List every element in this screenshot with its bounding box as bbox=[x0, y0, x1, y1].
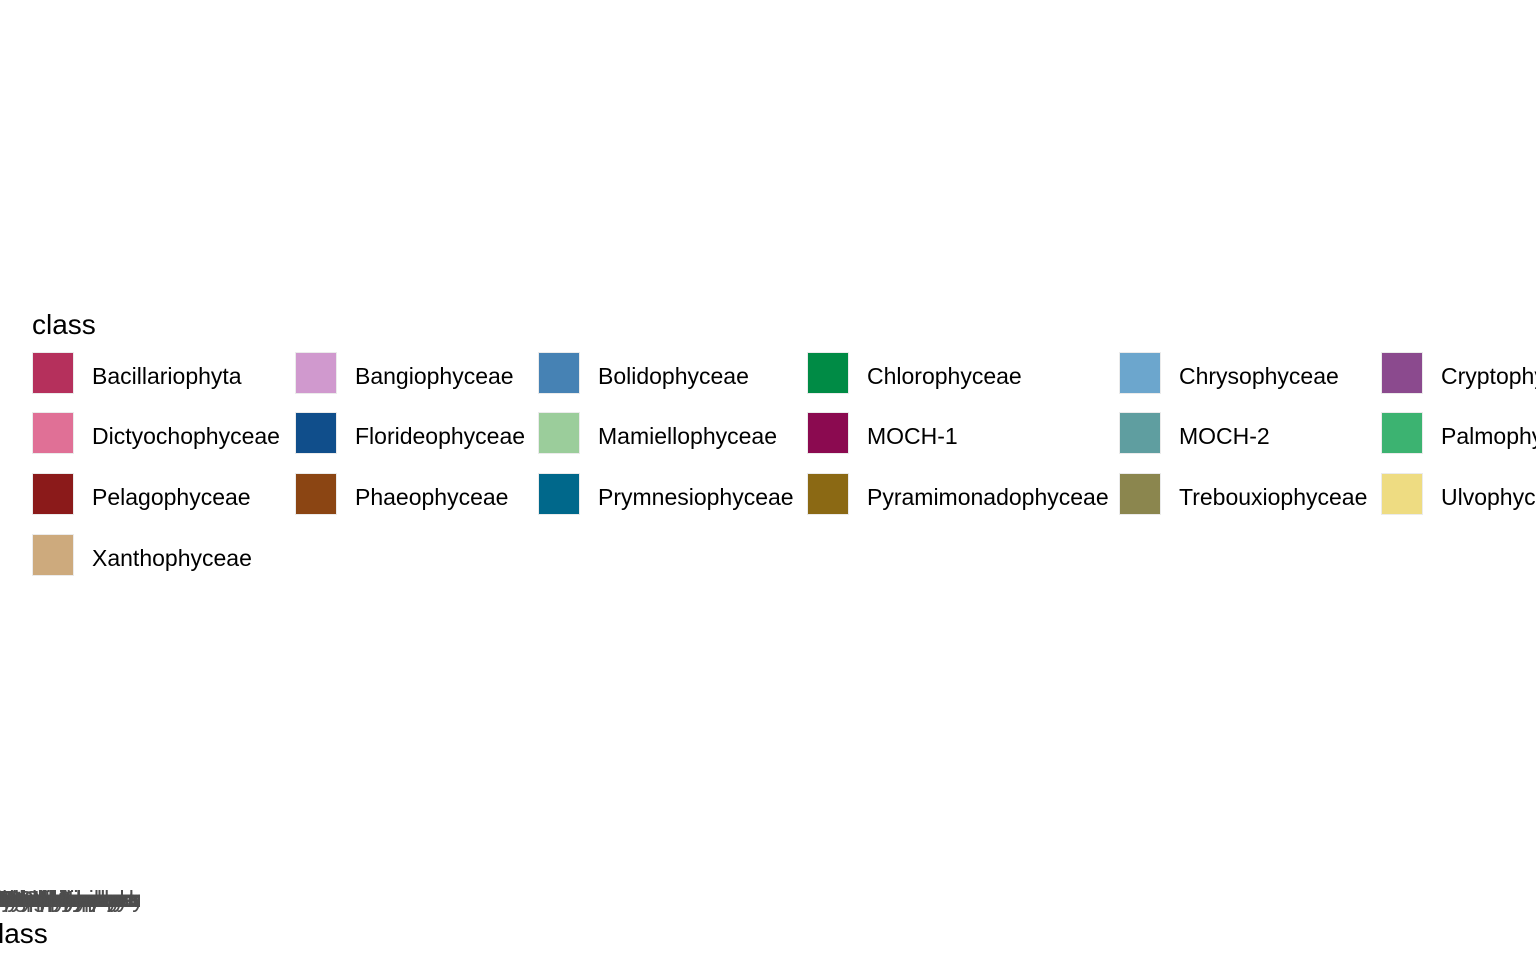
legend-key-swatch bbox=[538, 352, 580, 394]
x-tick-label: Palmophyceae bbox=[0, 886, 127, 912]
legend-key-swatch bbox=[538, 412, 580, 454]
legend-label: Prymnesiophyceae bbox=[598, 484, 794, 510]
legend-label: Florideophyceae bbox=[355, 423, 526, 449]
x-tick-label: Dictyochophyceae bbox=[0, 886, 140, 912]
x-tick-label: MOCH-1 bbox=[0, 886, 77, 912]
x-tick-label: Mamiellophyceae bbox=[0, 886, 140, 912]
legend-key-swatch bbox=[807, 473, 849, 515]
x-tick-label: Bangiophyceae bbox=[0, 886, 140, 912]
legend-key-swatch bbox=[295, 352, 337, 394]
legend-label: Ulvophyceae bbox=[1441, 484, 1536, 510]
legend-label: Pelagophyceae bbox=[92, 484, 251, 510]
legend-key-swatch bbox=[32, 352, 74, 394]
legend-label: Palmophyceae bbox=[1441, 423, 1536, 449]
x-tick-label: Phaeophyceae bbox=[0, 886, 116, 912]
x-tick-label: Pyramimonadophyceae bbox=[0, 886, 140, 912]
legend-key-swatch bbox=[807, 352, 849, 394]
x-tick-label: Chlorophyceae bbox=[0, 886, 135, 912]
legend-key-swatch bbox=[32, 534, 74, 576]
legend-key-swatch bbox=[32, 473, 74, 515]
x-tick-label: MOCH-2 bbox=[0, 886, 71, 912]
legend-key-swatch bbox=[1119, 473, 1161, 515]
legend-key-swatch bbox=[32, 412, 74, 454]
x-tick-label: Florideophyceae bbox=[0, 886, 140, 912]
legend-label: Xanthophyceae bbox=[92, 545, 252, 571]
legend-label: Trebouxiophyceae bbox=[1179, 484, 1368, 510]
legend-label: Bacillariophyta bbox=[92, 363, 242, 389]
x-axis: BacillariophytaBangiophyceaeBolidophycea… bbox=[0, 880, 140, 960]
x-tick-label: Trebouxiophyceae bbox=[0, 886, 140, 912]
legend-label: Bangiophyceae bbox=[355, 363, 514, 389]
x-tick-label: Bacillariophyta bbox=[0, 886, 140, 912]
x-tick-label: Chrysophyceae bbox=[0, 886, 134, 912]
legend-key-swatch bbox=[1381, 412, 1423, 454]
legend-label: Phaeophyceae bbox=[355, 484, 509, 510]
legend-key-swatch bbox=[1119, 352, 1161, 394]
legend-key-swatch bbox=[1381, 352, 1423, 394]
x-tick-label: Prymnesiophyceae bbox=[0, 886, 140, 912]
x-tick-label: Pelagophyceae bbox=[0, 886, 127, 912]
legend-label: Mamiellophyceae bbox=[598, 423, 777, 449]
legend-key-swatch bbox=[1119, 412, 1161, 454]
legend-label: Cryptophyceae bbox=[1441, 363, 1536, 389]
legend-key-swatch bbox=[538, 473, 580, 515]
legend-label: Chrysophyceae bbox=[1179, 363, 1339, 389]
x-tick-label: Xanthophyceae bbox=[0, 886, 134, 912]
legend-key-swatch bbox=[1381, 473, 1423, 515]
legend-label: MOCH-2 bbox=[1179, 423, 1270, 449]
x-tick-label: Bolidophyceae bbox=[0, 886, 137, 912]
legend-key-swatch bbox=[807, 412, 849, 454]
legend-label: Dictyochophyceae bbox=[92, 423, 280, 449]
x-tick-label: Cryptophyceae bbox=[0, 886, 123, 912]
legend-key-swatch bbox=[295, 473, 337, 515]
legend-label: Chlorophyceae bbox=[867, 363, 1022, 389]
legend-title: class bbox=[32, 309, 96, 340]
legend-key-swatch bbox=[295, 412, 337, 454]
legend-label: Pyramimonadophyceae bbox=[867, 484, 1109, 510]
legend-label: Bolidophyceae bbox=[598, 363, 749, 389]
x-tick-label: Ulvophyceae bbox=[0, 886, 113, 912]
legend-label: MOCH-1 bbox=[867, 423, 958, 449]
x-axis-title: class bbox=[0, 918, 48, 949]
